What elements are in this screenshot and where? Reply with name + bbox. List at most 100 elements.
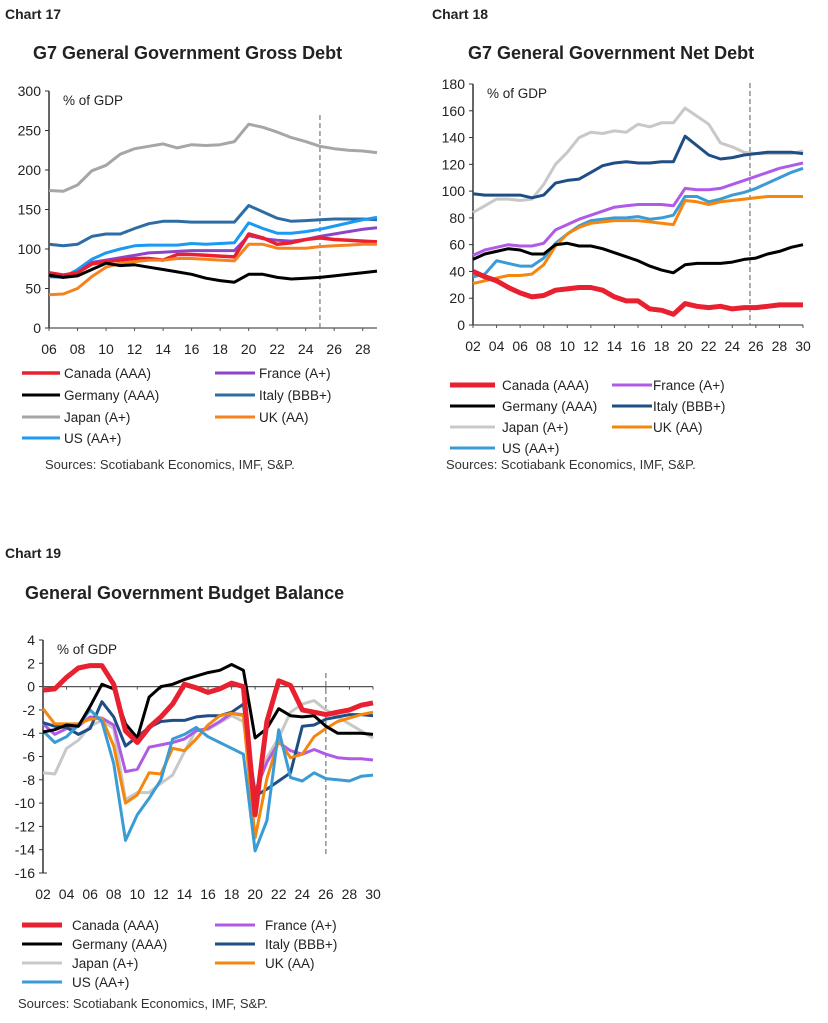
chart-19-number: Chart 19 — [5, 545, 62, 561]
chart17-series-uk — [48, 242, 377, 297]
chart17-legend-label: Japan (A+) — [64, 410, 130, 425]
chart19-legend-label: Italy (BBB+) — [265, 937, 337, 952]
chart19-series-canada — [42, 663, 374, 818]
chart17-x-tick-label: 10 — [98, 341, 114, 357]
chart17-x-tick-label: 06 — [41, 341, 57, 357]
chart17-y-tick-label: 200 — [18, 162, 42, 178]
chart18-y-tick-label: 160 — [442, 103, 466, 119]
chart19-y-tick-label: -4 — [23, 725, 36, 741]
chart19-legend-label: Japan (A+) — [72, 956, 138, 971]
chart17-legend-label: France (A+) — [259, 366, 331, 381]
chart19-y-tick-label: -16 — [15, 865, 35, 881]
chart19-y-tick-label: -10 — [15, 795, 35, 811]
chart19-y-tick-label: -6 — [23, 749, 36, 765]
chart19-legend-label: France (A+) — [265, 918, 337, 933]
chart19-x-tick-label: 30 — [365, 886, 381, 902]
chart17-x-tick-label: 14 — [155, 341, 171, 357]
chart-19-source: Sources: Scotiabank Economics, IMF, S&P. — [18, 996, 268, 1011]
chart18-series-germany — [472, 241, 804, 275]
chart18-series-japan — [472, 106, 804, 214]
chart18-x-tick-label: 16 — [630, 338, 646, 354]
chart19-y-tick-label: -12 — [15, 818, 35, 834]
chart19-y-tick-label: 4 — [27, 632, 35, 648]
chart19-y-tick-label: 2 — [27, 655, 35, 671]
chart-18-number: Chart 18 — [432, 6, 489, 22]
chart18-legend-label: Germany (AAA) — [502, 399, 597, 414]
chart17-y-tick-label: 0 — [33, 320, 41, 336]
chart17-x-tick-label: 22 — [269, 341, 285, 357]
chart19-x-tick-label: 18 — [224, 886, 240, 902]
chart18-y-tick-label: 60 — [449, 237, 465, 253]
chart19-x-tick-label: 20 — [247, 886, 263, 902]
chart18-x-tick-label: 26 — [748, 338, 764, 354]
chart17-series-japan — [48, 122, 378, 193]
chart18-series-us — [472, 166, 804, 279]
chart18-y-tick-label: 0 — [457, 317, 465, 333]
chart19-legend-label: US (AA+) — [72, 975, 129, 990]
chart18-x-tick-label: 10 — [559, 338, 575, 354]
chart17-series-us — [48, 215, 378, 279]
chart19-series-germany — [42, 663, 374, 740]
chart18-series-canada — [471, 269, 803, 317]
chart18-legend-label: Italy (BBB+) — [653, 399, 725, 414]
chart18-x-tick-label: 30 — [795, 338, 811, 354]
chart19-series-us — [41, 708, 374, 853]
chart19-x-tick-label: 12 — [153, 886, 169, 902]
chart18-series-uk — [472, 195, 803, 285]
chart17-series-germany — [48, 261, 378, 284]
chart18-x-tick-label: 04 — [489, 338, 505, 354]
chart17-legend-label: Italy (BBB+) — [259, 388, 331, 403]
chart19-x-tick-label: 06 — [82, 886, 98, 902]
chart18-legend-label: UK (AA) — [653, 420, 703, 435]
chart19-y-tick-label: -14 — [15, 842, 35, 858]
chart18-x-tick-label: 12 — [583, 338, 599, 354]
chart18-legend-label: Canada (AAA) — [502, 378, 589, 393]
chart17-series-canada — [48, 232, 378, 277]
chart18-x-tick-label: 20 — [677, 338, 693, 354]
chart19-legend-label: Canada (AAA) — [72, 918, 159, 933]
chart19-x-tick-label: 28 — [342, 886, 358, 902]
chart17-x-tick-label: 12 — [127, 341, 143, 357]
chart18-legend-label: Japan (A+) — [502, 420, 568, 435]
chart18-x-tick-label: 06 — [512, 338, 528, 354]
chart17-legend-label: US (AA+) — [64, 431, 121, 446]
chart18-legend-label: France (A+) — [653, 378, 725, 393]
chart18-x-tick-label: 22 — [701, 338, 717, 354]
chart18-y-tick-label: 40 — [449, 263, 465, 279]
chart19-x-tick-label: 10 — [129, 886, 145, 902]
chart18-x-tick-label: 18 — [654, 338, 670, 354]
chart17-x-tick-label: 28 — [355, 341, 371, 357]
chart19-x-tick-label: 24 — [294, 886, 310, 902]
chart17-y-tick-label: 100 — [18, 241, 42, 257]
chart18-series-italy — [472, 134, 804, 200]
chart18-legend-label: US (AA+) — [502, 441, 559, 456]
chart17-x-tick-label: 08 — [70, 341, 86, 357]
chart17-y-tick-label: 300 — [18, 83, 42, 99]
chart17-unit-label: % of GDP — [63, 93, 123, 108]
chart19-x-tick-label: 08 — [106, 886, 122, 902]
chart18-unit-label: % of GDP — [487, 86, 547, 101]
chart19-unit-label: % of GDP — [57, 642, 117, 657]
chart17-y-tick-label: 250 — [18, 123, 42, 139]
chart17-x-tick-label: 24 — [298, 341, 314, 357]
chart19-y-tick-label: -2 — [23, 702, 36, 718]
chart19-x-tick-label: 22 — [271, 886, 287, 902]
chart18-y-tick-label: 140 — [442, 130, 466, 146]
chart-19-title: General Government Budget Balance — [25, 583, 345, 603]
chart17-x-tick-label: 26 — [326, 341, 342, 357]
chart19-y-tick-label: 0 — [27, 679, 35, 695]
chart17-legend-label: Canada (AAA) — [64, 366, 151, 381]
chart17-legend-label: Germany (AAA) — [64, 388, 159, 403]
chart17-x-tick-label: 18 — [212, 341, 228, 357]
chart18-x-tick-label: 08 — [536, 338, 552, 354]
chart17-x-tick-label: 16 — [184, 341, 200, 357]
chart19-legend-label: UK (AA) — [265, 956, 315, 971]
chart18-series-france — [472, 161, 804, 257]
chart19-x-tick-label: 04 — [59, 886, 75, 902]
chart18-x-tick-label: 02 — [465, 338, 481, 354]
chart19-x-tick-label: 14 — [177, 886, 193, 902]
chart-18-source: Sources: Scotiabank Economics, IMF, S&P. — [446, 457, 696, 472]
chart17-y-tick-label: 150 — [18, 202, 42, 218]
chart18-y-tick-label: 180 — [442, 76, 466, 92]
